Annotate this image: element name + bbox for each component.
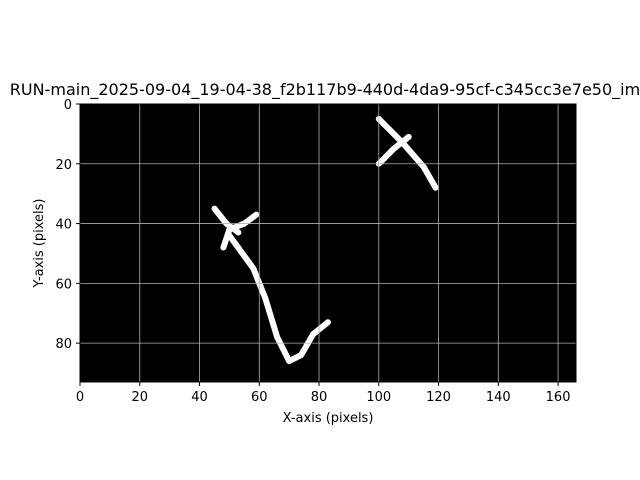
plot-area: 0 20 40 60 80 100 120 140 160 0 20 40 60 80: [55, 98, 577, 405]
x-tick-label: 0: [76, 390, 84, 405]
x-tick-label: 140: [486, 390, 511, 405]
y-axis-label: Y-axis (pixels): [32, 199, 47, 289]
x-tick-label: 120: [426, 390, 451, 405]
y-tick-label: 60: [55, 277, 72, 292]
handwritten-upper-right-stroke-a: [375, 115, 439, 191]
chart-title: RUN-main_2025-09-04_19-04-38_f2b117b9-44…: [10, 80, 640, 100]
y-tick-label: 80: [55, 337, 72, 352]
handwritten-left-cross-b: [220, 211, 260, 251]
x-tick-label: 40: [191, 390, 208, 405]
image-background: [80, 104, 576, 382]
x-tick-label: 100: [366, 390, 391, 405]
y-tick-label: 40: [55, 218, 72, 233]
x-axis-label: X-axis (pixels): [283, 411, 374, 426]
axes-frame: [79, 103, 577, 383]
y-tick-label: 20: [55, 158, 72, 173]
y-tick-label: 0: [64, 98, 72, 113]
handwritten-long-stroke: [226, 232, 331, 365]
x-tick-label: 60: [251, 390, 268, 405]
x-tick-label: 160: [546, 390, 571, 405]
handwritten-upper-right-stroke-b: [375, 133, 412, 167]
x-tick-label: 80: [311, 390, 328, 405]
x-tick-label: 20: [131, 390, 148, 405]
